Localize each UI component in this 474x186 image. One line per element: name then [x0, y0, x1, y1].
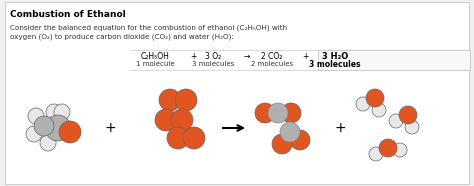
Circle shape — [159, 89, 181, 111]
Text: 3 H₂O: 3 H₂O — [322, 52, 348, 60]
Circle shape — [45, 115, 71, 141]
Text: C₂H₅OH: C₂H₅OH — [141, 52, 169, 60]
Circle shape — [399, 106, 417, 124]
Circle shape — [369, 147, 383, 161]
Circle shape — [290, 130, 310, 150]
Text: 3 molecules: 3 molecules — [309, 60, 361, 68]
Circle shape — [54, 104, 70, 120]
Circle shape — [40, 135, 56, 151]
Circle shape — [393, 143, 407, 157]
Circle shape — [389, 114, 403, 128]
Text: 2 molecules: 2 molecules — [251, 61, 293, 67]
Circle shape — [272, 134, 292, 154]
Circle shape — [167, 127, 189, 149]
Circle shape — [280, 122, 300, 142]
Text: 3 molecules: 3 molecules — [192, 61, 234, 67]
Circle shape — [356, 97, 370, 111]
Circle shape — [379, 139, 397, 157]
Text: +: + — [302, 52, 308, 60]
Text: Combustion of Ethanol: Combustion of Ethanol — [10, 10, 126, 19]
Circle shape — [34, 116, 54, 136]
Text: +: + — [334, 121, 346, 135]
Text: +: + — [104, 121, 116, 135]
Text: oxygen (O₂) to produce carbon dioxide (CO₂) and water (H₂O):: oxygen (O₂) to produce carbon dioxide (C… — [10, 33, 234, 39]
Circle shape — [268, 103, 288, 123]
Circle shape — [255, 103, 275, 123]
Circle shape — [366, 89, 384, 107]
Circle shape — [175, 89, 197, 111]
Text: 2 CO₂: 2 CO₂ — [261, 52, 283, 60]
Text: 1 molecule: 1 molecule — [136, 61, 174, 67]
Circle shape — [26, 126, 42, 142]
Text: →: → — [244, 52, 250, 60]
Circle shape — [183, 127, 205, 149]
FancyBboxPatch shape — [5, 2, 469, 184]
Circle shape — [155, 109, 177, 131]
Circle shape — [281, 103, 301, 123]
Circle shape — [372, 103, 386, 117]
Circle shape — [59, 121, 81, 143]
Circle shape — [28, 108, 44, 124]
FancyBboxPatch shape — [318, 50, 470, 70]
Text: Consider the balanced equation for the combustion of ethanol (C₂H₅OH) with: Consider the balanced equation for the c… — [10, 24, 287, 31]
Circle shape — [46, 104, 62, 120]
Circle shape — [405, 120, 419, 134]
Text: 3 O₂: 3 O₂ — [205, 52, 221, 60]
Text: +: + — [190, 52, 196, 60]
Circle shape — [171, 109, 193, 131]
